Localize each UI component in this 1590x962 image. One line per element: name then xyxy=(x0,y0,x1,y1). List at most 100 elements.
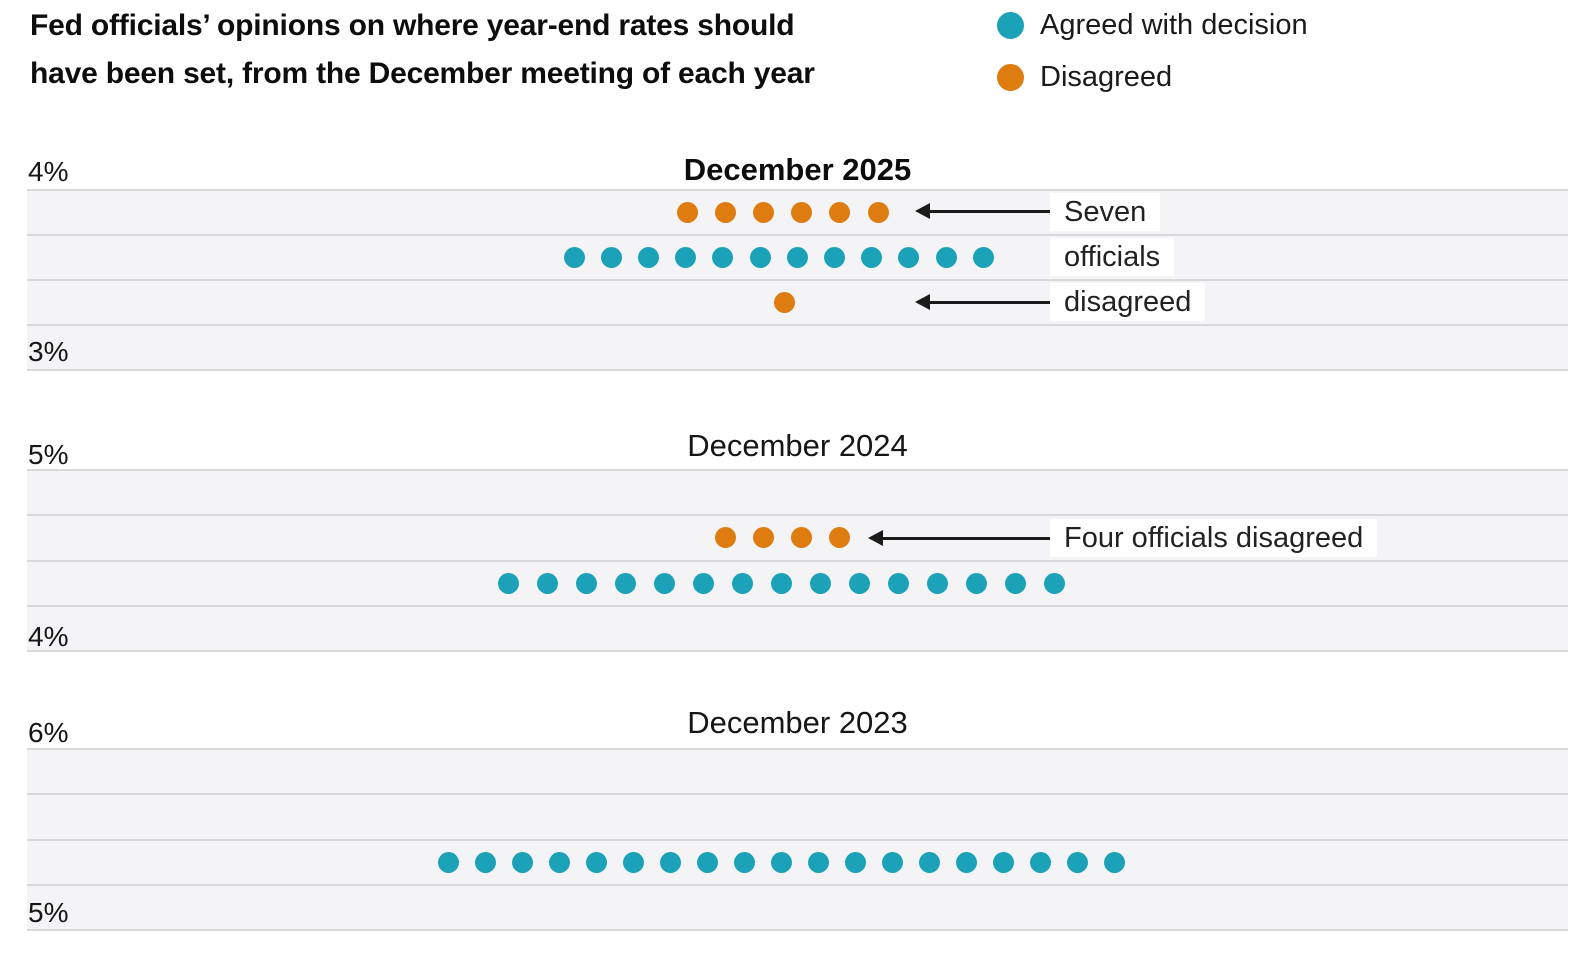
dot-agreed xyxy=(536,572,558,594)
grid-band xyxy=(27,884,1568,930)
arrow-left-icon xyxy=(915,294,930,310)
annotation-text: officials xyxy=(1050,238,1175,276)
legend-label-agreed: Agreed with decision xyxy=(1040,9,1308,41)
dot-agreed xyxy=(926,572,948,594)
dot-agreed xyxy=(848,572,870,594)
gridline xyxy=(27,559,1568,562)
dot-disagreed xyxy=(714,527,736,549)
dot-agreed xyxy=(511,851,533,873)
dot-disagreed xyxy=(752,202,774,223)
grid-band xyxy=(27,839,1568,885)
y-axis-top-label: 5% xyxy=(28,439,69,470)
dot-agreed xyxy=(692,572,714,594)
grid-band xyxy=(27,749,1568,795)
annotation-text: Four officials disagreed xyxy=(1050,519,1378,557)
dot-disagreed xyxy=(676,202,698,223)
gridline xyxy=(27,793,1568,796)
dot-agreed xyxy=(731,572,753,594)
grid-band xyxy=(27,280,1568,325)
legend: Agreed with decision Disagreed xyxy=(997,9,1308,116)
dot-agreed xyxy=(786,247,808,268)
dot-agreed xyxy=(614,572,636,594)
dot-agreed xyxy=(1066,851,1088,873)
dot-agreed xyxy=(770,851,792,873)
dot-agreed xyxy=(955,851,977,873)
dot-agreed xyxy=(637,247,659,268)
dot-agreed xyxy=(1103,851,1125,873)
dot-agreed xyxy=(696,851,718,873)
dot-agreed xyxy=(1029,851,1051,873)
chart-title: Fed officials’ opinions on where year-en… xyxy=(30,2,815,98)
dot-agreed xyxy=(497,572,519,594)
dot-agreed xyxy=(585,851,607,873)
y-axis-bottom-label: 5% xyxy=(28,897,69,928)
dot-disagreed xyxy=(714,202,736,223)
gridline xyxy=(27,748,1568,750)
arrow-left-icon xyxy=(915,203,930,219)
gridline xyxy=(27,929,1568,931)
gridline xyxy=(27,324,1568,326)
gridline xyxy=(27,604,1568,607)
dot-disagreed xyxy=(829,202,851,223)
grid-band xyxy=(27,794,1568,840)
gridline xyxy=(27,650,1568,652)
legend-item-disagreed: Disagreed xyxy=(997,61,1308,93)
dot-agreed xyxy=(823,247,845,268)
dot-agreed xyxy=(474,851,496,873)
dot-agreed xyxy=(600,247,622,268)
gridline xyxy=(27,838,1568,841)
y-axis-bottom-label: 4% xyxy=(28,621,69,652)
dot-agreed xyxy=(437,851,459,873)
annotation-arrow-line xyxy=(926,209,1062,213)
annotation-arrow-line xyxy=(926,300,1062,304)
grid-band xyxy=(27,325,1568,370)
grid-band xyxy=(27,560,1568,606)
annotation-text: disagreed xyxy=(1050,283,1206,321)
dot-agreed xyxy=(622,851,644,873)
dot-agreed xyxy=(881,851,903,873)
gridline xyxy=(27,279,1568,281)
dot-agreed xyxy=(972,247,994,268)
dot-agreed xyxy=(809,572,831,594)
annotation-text: Seven xyxy=(1050,193,1161,231)
dot-agreed xyxy=(563,247,585,268)
dot-agreed xyxy=(898,247,920,268)
grid-band xyxy=(27,605,1568,651)
chart-title-line-2: have been set, from the December meeting… xyxy=(30,57,815,90)
dot-disagreed xyxy=(791,202,813,223)
dot-agreed xyxy=(653,572,675,594)
y-axis-top-label: 4% xyxy=(28,156,69,187)
y-axis-bottom-label: 3% xyxy=(28,336,69,367)
dot-agreed xyxy=(675,247,697,268)
dot-agreed xyxy=(1004,572,1026,594)
dot-agreed xyxy=(935,247,957,268)
gridline xyxy=(27,883,1568,886)
dot-agreed xyxy=(861,247,883,268)
dot-disagreed xyxy=(829,527,851,549)
legend-label-disagreed: Disagreed xyxy=(1040,61,1173,93)
disagreed-dot-icon xyxy=(997,64,1024,91)
dot-agreed xyxy=(807,851,829,873)
dot-agreed xyxy=(1043,572,1065,594)
dot-agreed xyxy=(749,247,771,268)
dot-agreed xyxy=(548,851,570,873)
gridline xyxy=(27,234,1568,236)
gridline xyxy=(27,369,1568,371)
panel-title: December 2025 xyxy=(683,152,912,187)
grid-band xyxy=(27,470,1568,516)
gridline xyxy=(27,469,1568,471)
chart-title-line-1: Fed officials’ opinions on where year-en… xyxy=(30,9,795,42)
arrow-left-icon xyxy=(868,530,883,546)
y-axis-top-label: 6% xyxy=(28,717,69,748)
agreed-dot-icon xyxy=(997,12,1024,39)
panel-title: December 2023 xyxy=(687,705,908,740)
annotation-arrow-line xyxy=(879,536,1062,540)
dot-agreed xyxy=(918,851,940,873)
dot-agreed xyxy=(712,247,734,268)
dot-disagreed xyxy=(773,292,795,313)
dot-agreed xyxy=(965,572,987,594)
gridline xyxy=(27,189,1568,191)
dot-agreed xyxy=(575,572,597,594)
dot-agreed xyxy=(733,851,755,873)
